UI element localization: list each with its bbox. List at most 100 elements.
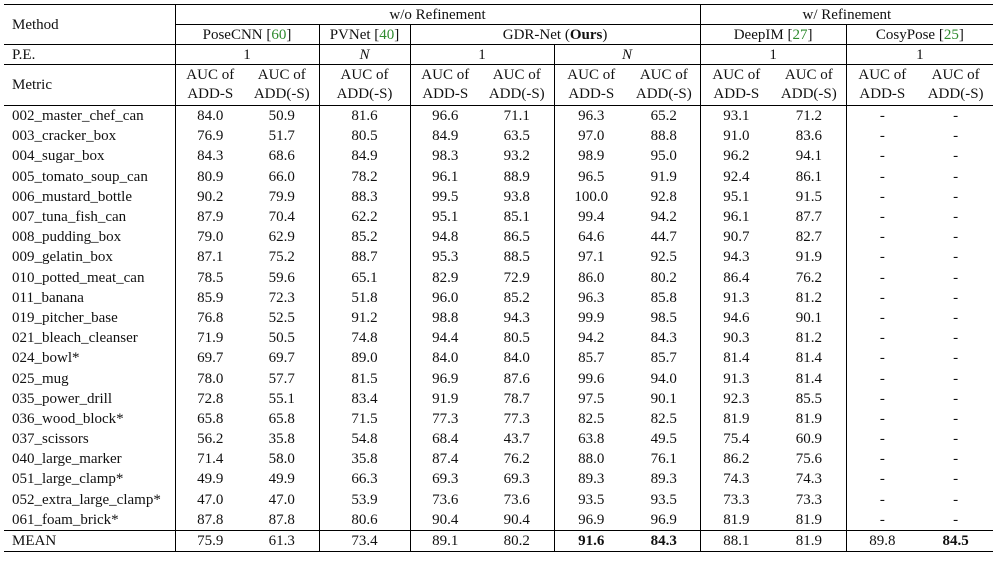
table-row: 011_banana 85.9 72.3 51.8 96.0 85.2 96.3 85.8 91… [4, 287, 993, 308]
pe-value: N [319, 44, 411, 65]
value-cell: 52.5 [245, 307, 320, 329]
value-cell: - [879, 451, 885, 468]
metric-auc-adds: AUC of ADD-S [410, 64, 480, 106]
value-cell: 76.2 [772, 267, 847, 288]
metric-auc-add: AUC of ADD(-S) [245, 64, 320, 106]
value-cell: 65.1 [319, 267, 411, 288]
value-cell: 47.0 [245, 489, 320, 510]
value-cell: 76.2 [480, 449, 555, 470]
value-cell: 94.3 [480, 307, 555, 329]
value-cell: 92.5 [628, 247, 701, 268]
pe-value: 1 [846, 44, 994, 65]
object-name: 040_large_marker [4, 449, 176, 470]
value-cell: - [953, 451, 959, 468]
value-cell: 79.9 [245, 186, 320, 207]
value-cell: 69.7 [245, 348, 320, 369]
value-cell: - [879, 269, 885, 286]
value-cell: 35.8 [245, 429, 320, 450]
value-cell: 74.3 [772, 469, 847, 490]
value-cell: 77.3 [432, 410, 459, 427]
object-name: 007_tuna_fish_can [4, 206, 176, 228]
value-cell: - [879, 471, 885, 488]
value-cell: 80.9 [197, 168, 224, 185]
group-w-refinement: w/ Refinement [700, 4, 994, 25]
value-cell: 65.8 [245, 408, 320, 429]
value-cell: - [918, 105, 994, 127]
value-cell: 50.9 [245, 105, 320, 127]
metric-line-1: AUC of [712, 67, 761, 83]
value-cell: 63.8 [578, 431, 605, 448]
value-cell: 68.6 [245, 146, 320, 167]
value-cell: 89.8 [846, 529, 919, 553]
value-cell: 72.3 [245, 287, 320, 308]
metric-auc-adds: AUC of ADD-S [554, 64, 628, 106]
value-cell: 73.3 [772, 489, 847, 510]
object-name: 061_foam_brick* [4, 509, 176, 531]
value-cell: - [846, 105, 919, 127]
value-cell: 90.7 [723, 229, 750, 246]
value-cell: 91.9 [772, 247, 847, 268]
value-cell: 94.0 [628, 368, 701, 389]
value-cell: 75.9 [175, 529, 245, 553]
value-cell: 94.3 [723, 249, 750, 266]
value-cell: - [879, 188, 885, 205]
value-cell: 68.4 [432, 431, 459, 448]
value-cell: 90.4 [480, 509, 555, 531]
value-cell: - [879, 229, 885, 246]
value-cell: 60.9 [772, 429, 847, 450]
value-cell: 73.6 [432, 491, 459, 508]
value-cell: 88.3 [319, 186, 411, 207]
metric-line-1: AUC of [257, 67, 306, 83]
ours-label: Ours [569, 26, 603, 43]
value-cell: 88.7 [319, 247, 411, 268]
metric-auc-add: AUC of ADD(-S) [918, 64, 994, 106]
value-cell: 91.5 [772, 186, 847, 207]
value-cell: 88.8 [628, 126, 701, 147]
metric-auc-add: AUC of ADD(-S) [628, 64, 701, 106]
value-cell: - [953, 249, 959, 266]
table-row: 006_mustard_bottle 90.2 79.9 88.3 99.5 93.8 10… [4, 186, 993, 207]
value-cell: - [879, 289, 885, 306]
value-cell: 89.3 [578, 471, 605, 488]
table-row: 019_pitcher_base 76.8 52.5 91.2 98.8 94.3 99.9… [4, 307, 993, 329]
metric-line-1: AUC of [340, 67, 389, 83]
metric-line-2: ADD(-S) [253, 86, 310, 102]
pe-label: P.E. [4, 44, 176, 65]
value-cell: 85.1 [480, 206, 555, 228]
value-cell: 99.4 [578, 209, 605, 226]
table-row: 024_bowl* 69.7 69.7 89.0 84.0 84.0 85.7 85.7 81.… [4, 348, 993, 369]
method-name: DeepIM [733, 26, 784, 43]
metric-line-2: ADD(-S) [927, 86, 984, 102]
value-cell: - [953, 128, 959, 145]
metric-auc-adds: AUC of ADD-S [846, 64, 919, 106]
table-row: 035_power_drill 72.8 55.1 83.4 91.9 78.7 97.5 9… [4, 388, 993, 409]
method-posecnn: PoseCNN [60] [175, 24, 320, 45]
citation: 25 [943, 26, 959, 43]
value-cell: - [879, 209, 885, 226]
value-cell: 89.0 [319, 348, 411, 369]
value-cell: 82.5 [578, 410, 605, 427]
value-cell: 54.8 [319, 429, 411, 450]
value-cell: 87.8 [245, 509, 320, 531]
object-name: 051_large_clamp* [4, 469, 176, 490]
value-cell: 81.4 [772, 348, 847, 369]
value-cell: 96.1 [723, 209, 750, 226]
value-cell: - [879, 128, 885, 145]
value-cell: 43.7 [480, 429, 555, 450]
value-cell: 84.3 [197, 148, 224, 165]
value-cell: 74.3 [723, 471, 750, 488]
table-row: 025_mug 78.0 57.7 81.5 96.9 87.6 99.6 94.0 91.3 8… [4, 368, 993, 389]
table-row: 005_tomato_soup_can 80.9 66.0 78.2 96.1 88.9 9… [4, 166, 993, 187]
value-cell: 66.0 [245, 166, 320, 187]
value-cell: - [879, 370, 885, 387]
value-cell: 92.8 [628, 186, 701, 207]
value-cell: 81.9 [772, 509, 847, 531]
object-name: 037_scissors [4, 429, 176, 450]
value-cell: 62.9 [245, 227, 320, 248]
value-cell: 94.2 [578, 330, 605, 347]
value-cell: 82.7 [772, 227, 847, 248]
value-cell: 87.6 [480, 368, 555, 389]
value-cell: 85.5 [772, 388, 847, 409]
value-cell: - [953, 209, 959, 226]
value-cell: 78.2 [319, 166, 411, 187]
